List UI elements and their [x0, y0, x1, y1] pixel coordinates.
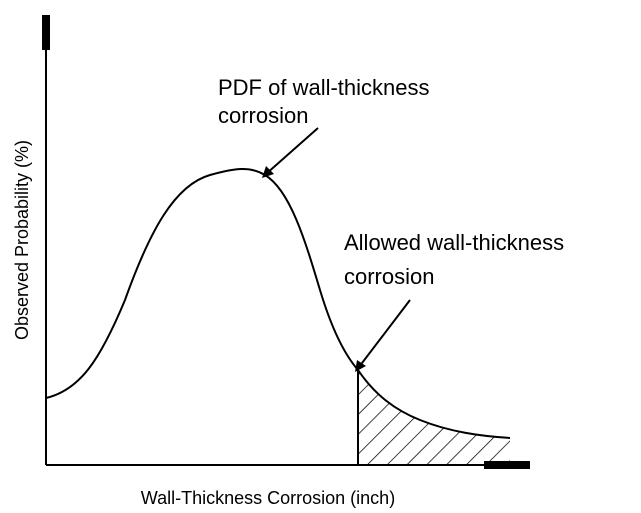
- annotation-line: Allowed wall-thickness: [344, 230, 564, 255]
- annotation-line: corrosion: [218, 103, 308, 128]
- pointer-arrow: [265, 127, 319, 175]
- pointer-arrowhead: [262, 166, 274, 178]
- pointer-arrow: [358, 299, 411, 368]
- y-axis-label: Observed Probability (%): [12, 140, 32, 340]
- annotation-line: corrosion: [344, 264, 434, 289]
- pointer-arrowhead: [355, 360, 366, 372]
- allowed-area: [358, 370, 510, 465]
- annotation-line: PDF of wall-thickness: [218, 75, 430, 100]
- y-axis-arrow: [42, 15, 50, 50]
- pdf-curve: [45, 168, 511, 439]
- x-axis-label: Wall-Thickness Corrosion (inch): [141, 488, 395, 508]
